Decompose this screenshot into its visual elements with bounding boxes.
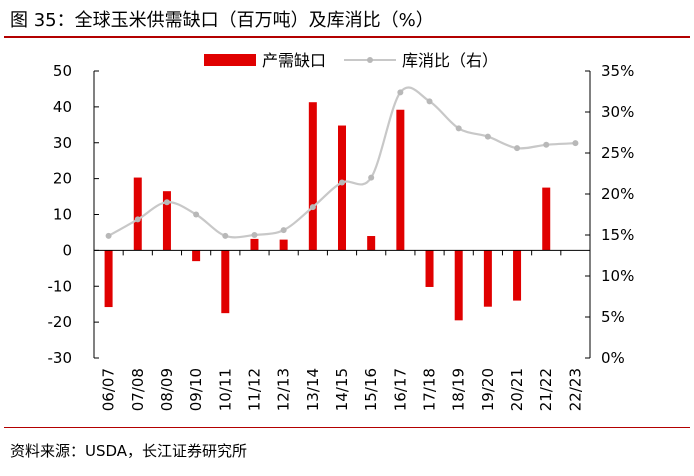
right-tick-label: 30% [601,103,634,121]
left-tick-label: 0 [62,241,72,259]
source-rule [4,427,690,428]
bar-18/19 [454,250,463,321]
legend-line-label: 库消比（右） [402,51,498,70]
line-point-14/15 [339,179,345,186]
bar-12/13 [279,239,288,251]
bar-19/20 [483,250,492,307]
right-tick-label: 25% [601,144,634,162]
line-point-09/10 [193,211,200,218]
line-point-12/13 [280,227,287,234]
line-point-06/07 [105,232,112,239]
source-note: 资料来源：USDA，长江证券研究所 [10,442,248,460]
legend-line-marker [367,57,373,63]
legend-bar-swatch [204,54,256,66]
right-tick-label: 35% [601,62,634,80]
legend-bar-label: 产需缺口 [262,51,326,70]
x-tick-label: 20/21 [508,368,526,411]
bar-14/15 [338,125,346,251]
x-tick-label: 11/12 [245,368,263,411]
bar-09/10 [192,250,201,262]
right-tick-label: 15% [601,226,634,244]
left-tick-label: 30 [53,134,72,152]
bar-21/22 [542,187,551,251]
line-point-19/20 [484,133,491,140]
x-tick-label: 15/16 [362,368,380,411]
line-point-13/14 [309,204,316,211]
x-tick-label: 21/22 [537,368,555,411]
bar-16/17 [396,109,405,251]
x-tick-label: 18/19 [450,368,468,411]
x-tick-label: 09/10 [187,368,205,411]
right-tick-label: 10% [601,267,634,285]
left-tick-label: -10 [48,277,73,295]
line-point-15/16 [368,174,375,181]
left-tick-label: 50 [53,62,72,80]
bar-17/18 [425,250,434,287]
bar-20/21 [513,250,522,301]
x-tick-label: 19/20 [479,368,497,411]
bar-07/08 [133,177,142,251]
left-tick-label: 20 [53,170,72,188]
x-tick-label: 10/11 [216,368,234,411]
left-tick-label: 10 [53,206,72,224]
left-tick-label: 40 [53,98,72,116]
x-tick-label: 08/09 [158,368,176,411]
bar-10/11 [221,250,230,314]
tick-labels: 50 40 30 20 10 0 -10 -20 -30 35% 30% 25% 20% 15% 10% 5%… [48,62,635,411]
bar-06/07 [104,250,113,308]
title-rule [4,36,690,38]
line-point-17/18 [426,98,433,105]
x-tick-label: 07/08 [129,368,147,411]
figure-title: 图 35：全球玉米供需缺口（百万吨）及库消比（%） [10,10,434,31]
right-tick-label: 20% [601,185,634,203]
bar-11/12 [250,238,259,251]
bar-08/09 [162,191,171,251]
bar-13/14 [308,102,317,251]
line-point-22/23 [572,140,579,147]
line-point-20/21 [514,145,521,152]
line-series [105,86,579,239]
left-tick-label: -20 [48,313,73,331]
line-point-18/19 [455,125,462,132]
x-tick-label: 06/07 [100,368,118,411]
x-tick-label: 17/18 [421,368,439,411]
x-tick-label: 14/15 [333,368,351,411]
line-point-07/08 [134,216,141,223]
bar-15/16 [367,236,376,251]
x-tick-label: 16/17 [391,368,409,411]
x-tick-label: 13/14 [304,368,322,411]
line-point-08/09 [163,199,170,206]
line-point-21/22 [543,141,550,148]
x-tick-label: 22/23 [566,368,584,411]
legend: 产需缺口 库消比（右） [204,51,498,70]
x-tick-label: 12/13 [275,368,293,411]
right-tick-label: 5% [601,308,625,326]
left-tick-label: -30 [48,349,73,367]
right-tick-label: 0% [601,349,625,367]
line-point-16/17 [397,89,404,96]
bar-series [104,102,551,321]
chart-axes [93,70,591,359]
line-point-10/11 [222,232,229,239]
line-point-11/12 [251,232,258,238]
